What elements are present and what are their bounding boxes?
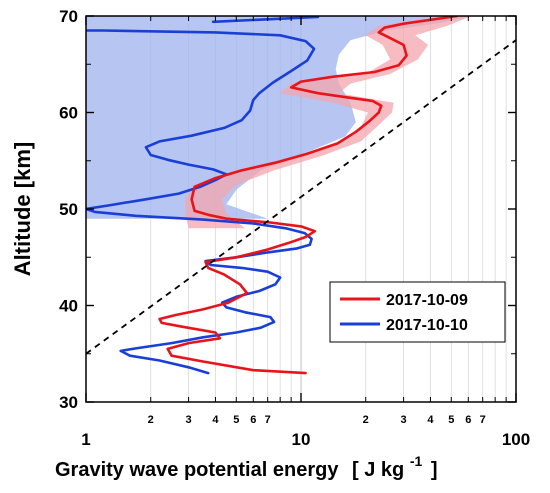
x-axis-title-main: Gravity wave potential energy <box>55 459 339 481</box>
y-tick-label: 60 <box>59 104 78 123</box>
y-tick-label: 70 <box>59 7 78 26</box>
x-minor-tick-label: 4 <box>427 414 434 426</box>
y-tick-label: 30 <box>59 393 78 412</box>
legend: 2017-10-09 2017-10-10 <box>329 281 506 343</box>
x-major-tick-label: 1 <box>81 430 90 449</box>
x-minor-tick-label: 7 <box>480 414 486 426</box>
legend-box <box>329 281 506 343</box>
x-axis-title: Gravity wave potential energy [ J kg -1 … <box>55 449 438 481</box>
legend-label-2017-10-09: 2017-10-09 <box>386 292 468 309</box>
x-minor-tick-label: 5 <box>448 414 454 426</box>
x-minor-tick-label: 7 <box>265 414 271 426</box>
y-axis-title: Altitude [km] <box>10 142 35 276</box>
uncertainty-bands <box>86 16 472 229</box>
legend-label-2017-10-10: 2017-10-10 <box>386 317 468 334</box>
series-line-2017-10-10 <box>86 29 316 375</box>
x-axis-unit: [ J kg <box>352 459 404 481</box>
x-axis-unit-close: ] <box>431 459 438 481</box>
x-major-tick-label: 100 <box>502 430 530 449</box>
x-major-tick-label: 10 <box>292 430 311 449</box>
reference-line <box>86 39 516 355</box>
band-2017-10-09 <box>185 16 472 229</box>
x-minor-tick-label: 5 <box>233 414 239 426</box>
band-2017-10-10 <box>86 16 472 219</box>
x-minor-tick-label: 4 <box>212 414 219 426</box>
x-minor-tick-label: 6 <box>250 414 256 426</box>
x-minor-tick-label: 2 <box>363 414 369 426</box>
x-axis-unit-exponent: -1 <box>410 453 423 469</box>
axis-ticks <box>85 15 517 403</box>
x-minor-tick-label: 6 <box>465 414 471 426</box>
y-tick-label: 40 <box>59 297 78 316</box>
x-minor-tick-label: 3 <box>401 414 407 426</box>
x-minor-tick-label: 2 <box>148 414 154 426</box>
y-tick-label: 50 <box>59 200 78 219</box>
reference-line-layer <box>86 39 516 355</box>
series-line-2017-10-09 <box>158 16 458 375</box>
x-minor-tick-label: 3 <box>186 414 192 426</box>
